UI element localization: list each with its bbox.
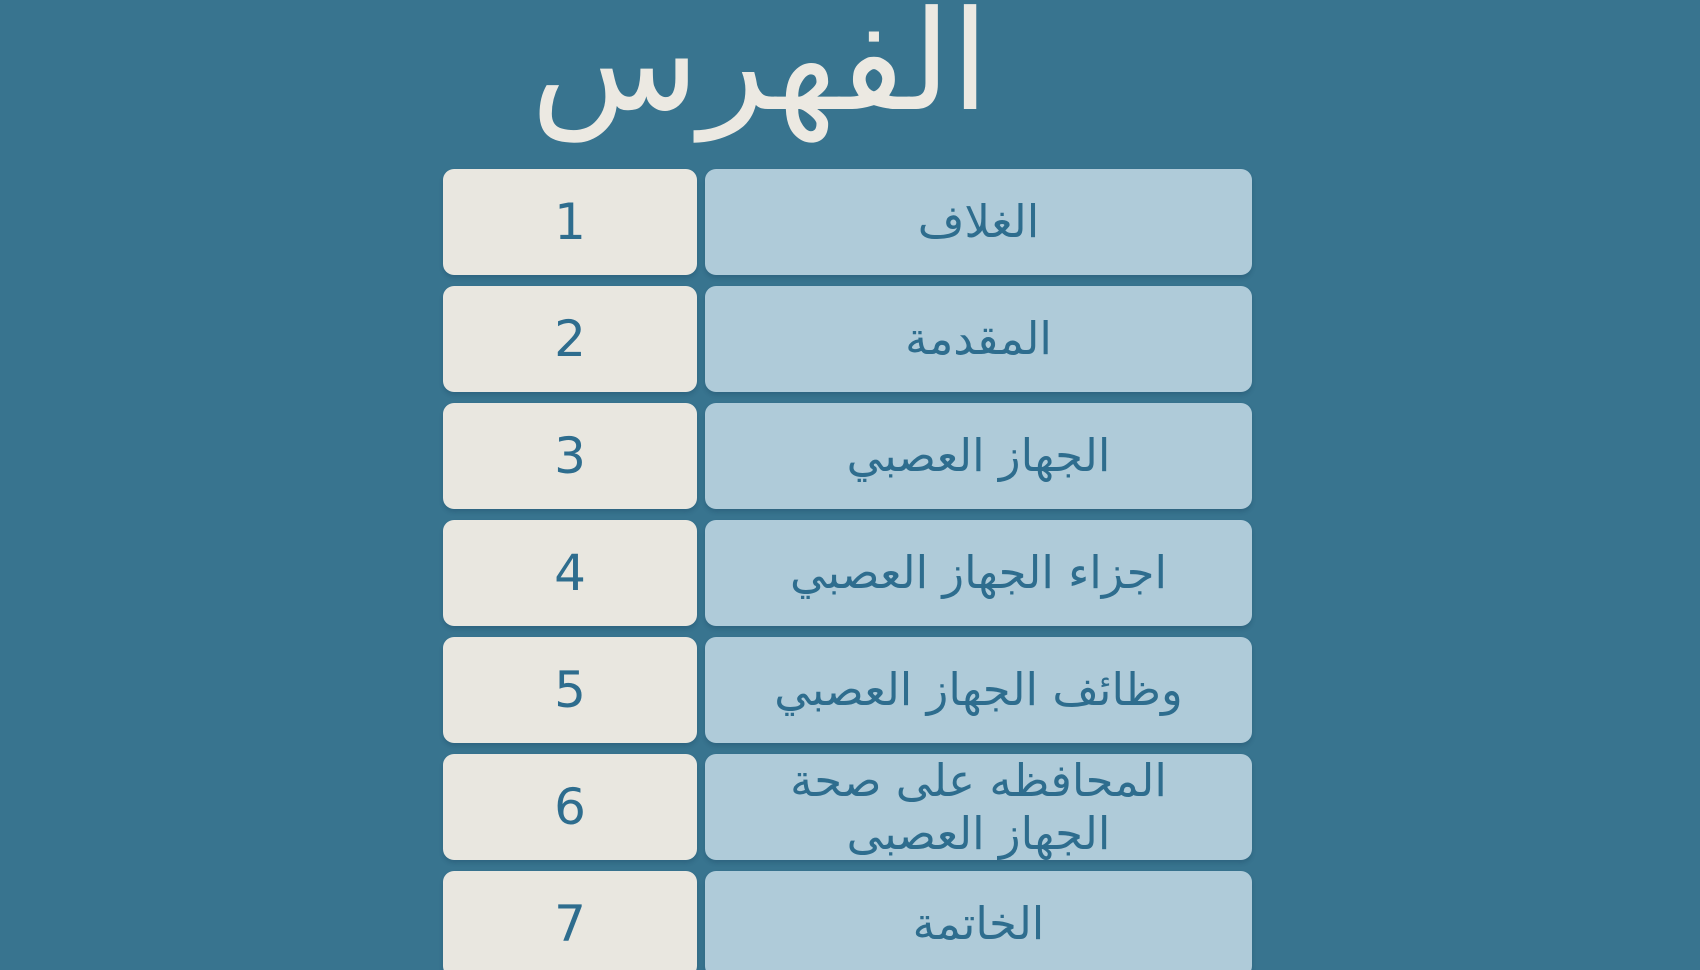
page-number-box[interactable]: 7 [443,871,697,970]
section-label-box[interactable]: المقدمة [705,286,1252,392]
page-number: 6 [554,777,586,836]
toc-row: 7 الخاتمة [443,871,1252,970]
section-label: الغلاف [917,195,1040,249]
toc-row: 3 الجهاز العصبي [443,403,1252,509]
toc-row: 4 اجزاء الجهاز العصبي [443,520,1252,626]
page-number-box[interactable]: 1 [443,169,697,275]
page-number-box[interactable]: 3 [443,403,697,509]
page-number: 7 [554,894,586,953]
page-number: 3 [554,426,586,485]
toc-row: 1 الغلاف [443,169,1252,275]
page-number: 1 [554,192,586,251]
section-label-box[interactable]: اجزاء الجهاز العصبي [705,520,1252,626]
section-label-box[interactable]: وظائف الجهاز العصبي [705,637,1252,743]
page-number: 4 [554,543,586,602]
page-title: الفهرس [530,0,990,142]
section-label-box[interactable]: المحافظه على صحة الجهاز العصبى [705,754,1252,860]
page-number-box[interactable]: 5 [443,637,697,743]
section-label: المقدمة [905,312,1052,366]
section-label: وظائف الجهاز العصبي [774,663,1183,717]
section-label: الخاتمة [912,897,1045,951]
section-label-box[interactable]: الجهاز العصبي [705,403,1252,509]
section-label-box[interactable]: الغلاف [705,169,1252,275]
section-label: المحافظه على صحة الجهاز العصبى [790,753,1167,860]
toc-row: 2 المقدمة [443,286,1252,392]
section-label: الجهاز العصبي [846,429,1111,483]
page-number: 2 [554,309,586,368]
page-number-box[interactable]: 4 [443,520,697,626]
page-number: 5 [554,660,586,719]
page-number-box[interactable]: 2 [443,286,697,392]
page-number-box[interactable]: 6 [443,754,697,860]
section-label: اجزاء الجهاز العصبي [790,546,1167,600]
toc-row: 6 المحافظه على صحة الجهاز العصبى [443,754,1252,860]
toc-row: 5 وظائف الجهاز العصبي [443,637,1252,743]
section-label-box[interactable]: الخاتمة [705,871,1252,970]
